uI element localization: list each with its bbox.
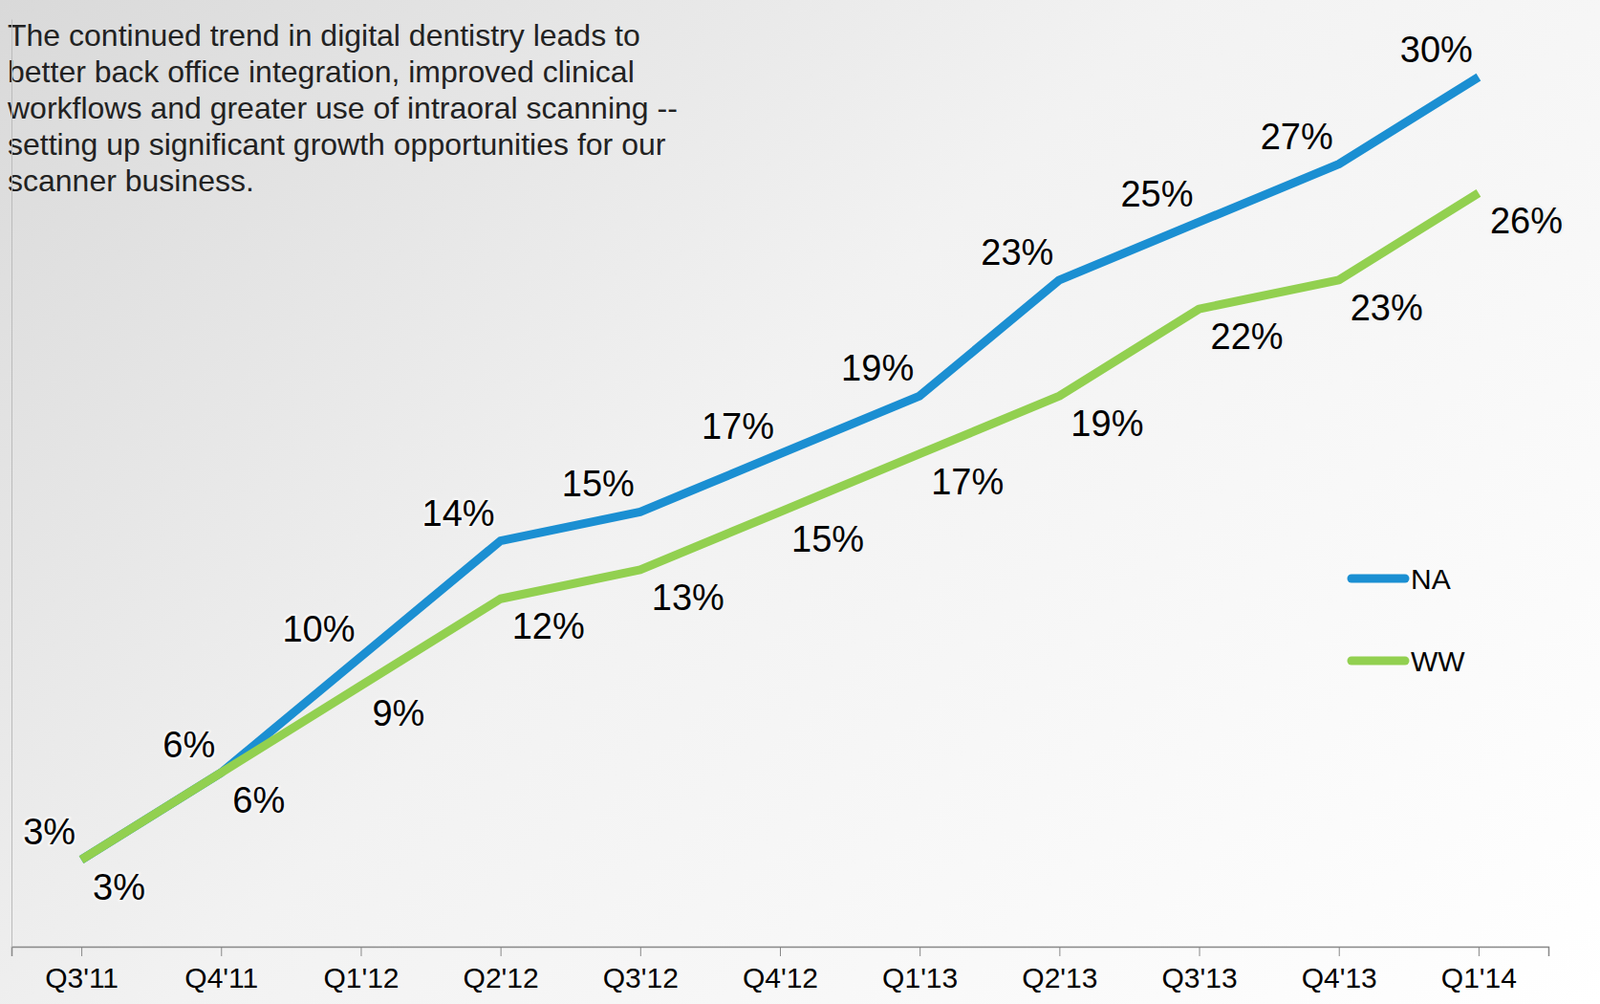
x-tick-label: Q4'13	[1301, 961, 1378, 994]
data-label: 6%	[162, 724, 216, 765]
data-label: 3%	[22, 811, 76, 852]
y-axis	[11, 20, 13, 948]
x-tick: Q4'13	[1301, 946, 1378, 994]
series-line	[81, 77, 1479, 860]
annotation-line: The continued trend in digital dentistry…	[7, 18, 641, 53]
x-tick: Q1'13	[882, 946, 958, 994]
x-tick-label: Q2'13	[1021, 961, 1098, 994]
data-label: 15%	[791, 518, 865, 560]
x-tick-mark	[640, 946, 642, 956]
x-tick-mark	[500, 946, 502, 956]
x-tick: Q1'12	[323, 946, 399, 994]
x-tick-label: Q3'12	[603, 961, 679, 994]
x-tick-mark	[919, 946, 921, 956]
data-label: 6%	[232, 779, 285, 821]
annotation-line: scanner business.	[7, 163, 255, 198]
annotation-line: better back office integration, improved…	[7, 54, 635, 89]
data-label: 22%	[1210, 316, 1284, 357]
x-tick: Q3'13	[1161, 946, 1237, 994]
data-label: 17%	[701, 406, 775, 447]
data-label: 23%	[1350, 287, 1424, 328]
x-tick: Q3'12	[603, 946, 679, 994]
x-tick: Q1'14	[1441, 946, 1517, 994]
data-label: 3%	[92, 866, 146, 908]
x-tick: Q2'13	[1021, 946, 1098, 994]
chart: The continued trend in digital dentistry…	[0, 0, 1600, 1004]
annotation: The continued trend in digital dentistry…	[6, 18, 678, 198]
data-label: 23%	[980, 232, 1054, 273]
x-tick-mark	[360, 946, 362, 956]
annotation-line: setting up significant growth opportunit…	[7, 127, 667, 162]
x-tick-mark	[81, 946, 83, 956]
data-label: 19%	[841, 347, 914, 389]
data-label: 9%	[371, 692, 425, 734]
data-label: 19%	[1070, 403, 1144, 444]
data-label: 17%	[930, 461, 1004, 502]
x-tick: Q3'11	[44, 946, 119, 994]
x-axis-line	[12, 947, 1550, 957]
x-tick-label: Q3'11	[44, 961, 119, 994]
data-labels: 3% 6% 10% 14% 15% 17% 19% 23% 25% 27% 30% 3% 6% 9% 12%…	[22, 29, 1563, 908]
data-label: 30%	[1400, 29, 1473, 70]
data-label: 15%	[562, 463, 635, 504]
data-label: 13%	[651, 577, 725, 618]
data-label: 12%	[512, 605, 585, 647]
legend-label: NA	[1410, 562, 1451, 595]
y-axis-line	[11, 20, 13, 948]
plot-area	[81, 77, 1479, 860]
series-line	[81, 193, 1479, 860]
x-tick-label: Q3'13	[1161, 961, 1237, 994]
data-label: 14%	[422, 493, 496, 534]
x-tick-label: Q1'13	[882, 961, 958, 994]
data-label: 27%	[1260, 116, 1334, 157]
data-label: 26%	[1490, 200, 1563, 241]
legend-swatch	[1351, 574, 1406, 584]
x-tick-mark	[1059, 946, 1060, 956]
data-label: 25%	[1120, 173, 1193, 215]
x-tick-mark	[779, 946, 781, 956]
data-label: 10%	[281, 608, 355, 649]
x-tick-mark	[1199, 946, 1201, 956]
x-tick-label: Q1'12	[323, 961, 399, 994]
x-axis: Q3'11 Q4'11 Q1'12 Q2'12 Q3'12 Q4'12 Q1'13 Q2'13…	[12, 946, 1550, 994]
x-tick-mark	[1478, 946, 1480, 956]
x-tick: Q4'11	[184, 946, 259, 994]
x-tick-label: Q2'12	[463, 961, 540, 994]
legend-label: WW	[1410, 645, 1466, 677]
x-tick: Q2'12	[463, 946, 540, 994]
x-tick-label: Q1'14	[1441, 961, 1517, 994]
annotations: The continued trend in digital dentistry…	[6, 18, 678, 198]
x-tick: Q4'12	[742, 946, 819, 994]
x-tick-mark	[220, 946, 222, 956]
x-tick-mark	[1339, 946, 1341, 956]
legend: NA WW	[1351, 562, 1466, 677]
annotation-line: workflows and greater use of intraoral s…	[6, 90, 678, 126]
x-tick-label: Q4'12	[742, 961, 819, 994]
legend-swatch	[1351, 656, 1406, 666]
x-tick-label: Q4'11	[184, 961, 259, 994]
